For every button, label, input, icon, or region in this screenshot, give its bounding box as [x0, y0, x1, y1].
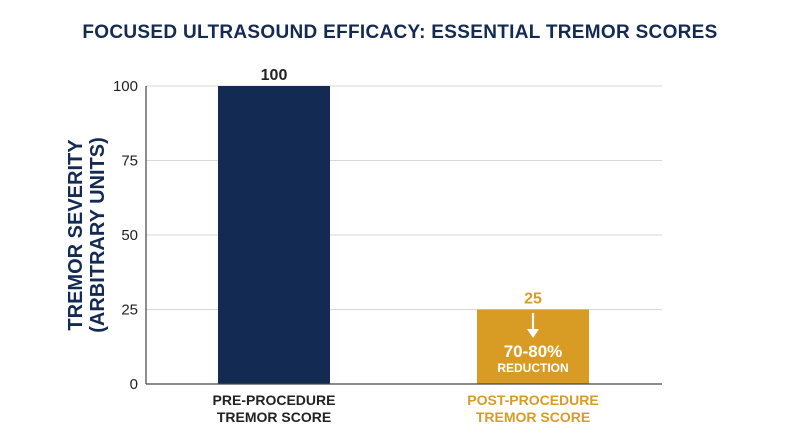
- y-tick-label: 50: [121, 227, 138, 244]
- arrow-down-icon: [527, 313, 539, 338]
- y-tick-label: 25: [121, 302, 138, 319]
- reduction-percent: 70-80%: [504, 342, 563, 361]
- y-tick-label: 0: [130, 376, 138, 393]
- y-tick-labels: 0 25 50 75 100: [113, 78, 138, 393]
- reduction-label: REDUCTION: [497, 361, 568, 375]
- category-label: POST-PROCEDURE: [467, 392, 598, 408]
- value-label: 100: [261, 67, 288, 84]
- reduction-annotation: 70-80%REDUCTION: [497, 313, 569, 375]
- y-axis-label-line: (ARBITRARY UNITS): [87, 137, 109, 333]
- y-axis-label: TREMOR SEVERITY (ARBITRARY UNITS): [65, 137, 109, 333]
- bars: [218, 86, 589, 384]
- category-label: TREMOR SCORE: [476, 409, 590, 425]
- category-label: PRE-PROCEDURE: [213, 392, 336, 408]
- y-axis-label-line: TREMOR SEVERITY: [65, 139, 87, 331]
- value-labels: 100 25: [261, 67, 542, 308]
- y-tick-label: 100: [113, 78, 138, 95]
- axes: [145, 86, 662, 385]
- category-label: TREMOR SCORE: [217, 409, 331, 425]
- bar-1: [218, 86, 330, 384]
- chart-title: FOCUSED ULTRASOUND EFFICACY: ESSENTIAL T…: [82, 22, 717, 43]
- y-tick-label: 75: [121, 153, 138, 170]
- value-label: 25: [524, 291, 542, 308]
